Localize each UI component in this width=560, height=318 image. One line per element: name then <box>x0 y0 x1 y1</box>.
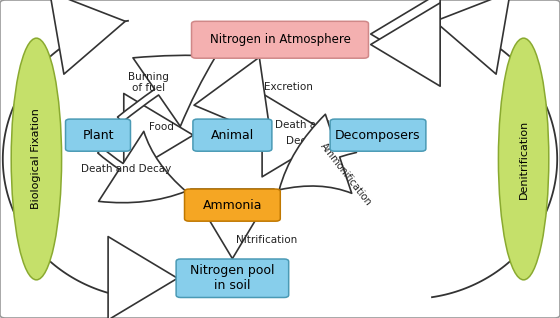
FancyBboxPatch shape <box>176 259 289 298</box>
FancyBboxPatch shape <box>193 119 272 151</box>
Ellipse shape <box>11 38 62 280</box>
Text: Nitrogen pool
in soil: Nitrogen pool in soil <box>190 264 274 292</box>
FancyBboxPatch shape <box>192 21 368 58</box>
Text: Ammonification: Ammonification <box>319 141 374 208</box>
Text: Nitrogen in Atmosphere: Nitrogen in Atmosphere <box>209 33 351 46</box>
Text: Death and Decay: Death and Decay <box>81 163 171 174</box>
Text: Denitrification: Denitrification <box>519 119 529 199</box>
Text: Plant: Plant <box>82 129 114 142</box>
FancyBboxPatch shape <box>66 119 130 151</box>
Text: Decay: Decay <box>286 136 318 146</box>
Text: Decomposers: Decomposers <box>335 129 421 142</box>
Text: Animal: Animal <box>211 129 254 142</box>
Ellipse shape <box>498 38 549 280</box>
Text: Ammonia: Ammonia <box>203 199 262 211</box>
FancyBboxPatch shape <box>330 119 426 151</box>
FancyBboxPatch shape <box>184 189 280 221</box>
Text: Biological Fixation: Biological Fixation <box>31 108 41 210</box>
Text: Death and: Death and <box>274 121 329 130</box>
Text: Food: Food <box>150 122 174 132</box>
Text: Burning
of fuel: Burning of fuel <box>128 72 169 93</box>
Text: Excretion: Excretion <box>264 82 313 93</box>
Text: Nitrification: Nitrification <box>236 235 297 245</box>
